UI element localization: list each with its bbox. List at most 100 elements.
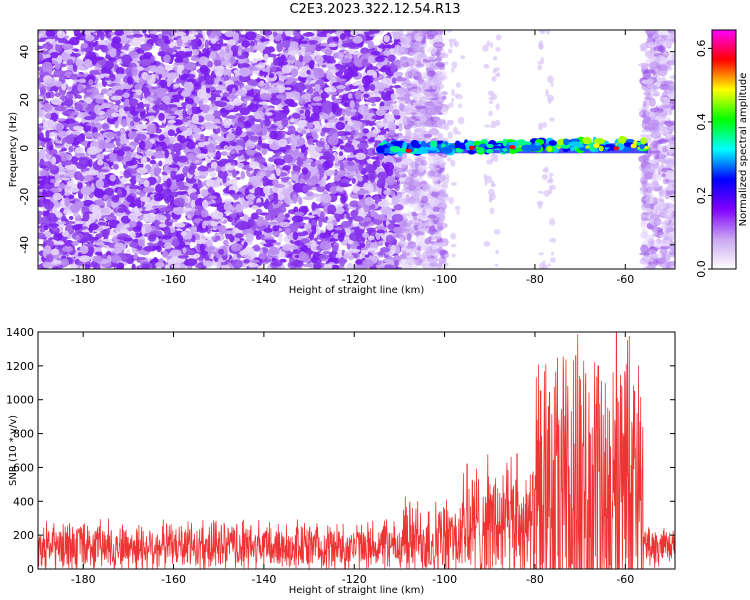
heatmap-speckle [415, 177, 424, 182]
heatmap-speckle [349, 100, 356, 110]
heatmap-speckle [100, 88, 109, 95]
heatmap-speckle [98, 31, 103, 35]
heatmap-speckle [247, 263, 259, 268]
heatmap-speckle [293, 211, 305, 217]
heatmap-speckle [193, 175, 201, 180]
heatmap-speckle [191, 49, 200, 56]
heatmap-speckle [405, 252, 411, 256]
heatmap-speckle [437, 90, 443, 98]
heatmap-speckle [147, 34, 152, 38]
heatmap-speckle [394, 76, 407, 82]
heatmap-speckle [271, 257, 276, 262]
heatmap-speckle [223, 239, 229, 246]
heatmap-speckle [408, 197, 421, 205]
heatmap-speckle [173, 83, 180, 88]
heatmap-speckle [158, 160, 163, 167]
heatmap-speckle [179, 174, 185, 179]
heatmap-speckle [64, 192, 71, 196]
heatmap-speckle [299, 109, 305, 114]
heatmap-speckle [343, 143, 355, 153]
heatmap-speckle [263, 227, 273, 233]
heatmap-speckle [307, 137, 315, 145]
heatmap-speckle [146, 112, 157, 116]
heatmap-speckle [206, 87, 211, 95]
heatmap-speckle [345, 264, 355, 269]
heatmap-speckle [263, 30, 273, 36]
heatmap-speckle [384, 264, 395, 269]
heatmap-cells [38, 30, 675, 269]
heatmap-speckle [119, 139, 130, 144]
heatmap-speckle [38, 108, 43, 115]
heatmap-speckle [170, 30, 176, 37]
heatmap-speckle [439, 52, 449, 59]
heatmap-speckle [245, 127, 252, 132]
heatmap-speckle [221, 120, 233, 126]
heatmap-speckle [194, 264, 203, 268]
heatmap-speckle [132, 30, 137, 36]
heatmap-speckle [351, 130, 356, 136]
heatmap-speckle [97, 191, 107, 196]
heatmap-speckle [398, 174, 405, 178]
heatmap-speckle [349, 232, 360, 242]
heatmap-speckle [130, 231, 136, 239]
heatmap-speckle [60, 258, 70, 268]
heatmap-speckle [322, 251, 332, 255]
heatmap-speckle [120, 30, 133, 35]
heatmap-speckle [379, 247, 390, 253]
heatmap-speckle [422, 120, 434, 126]
heatmap-speckle [393, 203, 404, 211]
heatmap-speckle [407, 258, 415, 264]
heatmap-speckle [94, 94, 105, 99]
heatmap-speckle [253, 118, 264, 122]
heatmap-speckle [94, 242, 105, 246]
heatmap-speckle [39, 170, 51, 176]
heatmap-speckle [440, 91, 448, 96]
heatmap-speckle [259, 164, 265, 170]
heatmap-speckle [85, 261, 91, 265]
heatmap-speckle [236, 220, 249, 231]
heatmap-speckle [258, 101, 268, 105]
heatmap-speckle [51, 61, 59, 65]
heatmap-speckle [259, 93, 272, 101]
heatmap-speckle [249, 259, 260, 264]
heatmap-speckle [282, 165, 291, 171]
heatmap-speckle [375, 56, 385, 63]
heatmap-speckle [432, 206, 440, 213]
heatmap-speckle [369, 83, 376, 92]
heatmap-speckle [224, 115, 237, 119]
heatmap-speckle [334, 227, 343, 231]
heatmap-speckle [140, 43, 153, 51]
heatmap-speckle [292, 194, 298, 204]
heatmap-speckle [436, 222, 444, 232]
heatmap-speckle [383, 50, 391, 57]
heatmap-speckle [255, 234, 261, 240]
heatmap-speckle [152, 105, 159, 111]
heatmap-speckle [124, 98, 130, 107]
heatmap-speckle [405, 229, 416, 234]
heatmap-speckle [273, 196, 279, 205]
heatmap-speckle [246, 199, 254, 206]
heatmap-speckle [167, 129, 175, 137]
heatmap-speckle [272, 154, 279, 158]
heatmap-speckle [208, 109, 214, 115]
heatmap-speckle [145, 116, 157, 120]
heatmap-speckle [42, 102, 52, 113]
heatmap-speckle [343, 101, 349, 108]
heatmap-speckle [191, 133, 202, 138]
heatmap-speckle [252, 70, 259, 75]
heatmap-speckle [276, 42, 283, 53]
heatmap-speckle [252, 230, 263, 236]
heatmap-speckle [401, 250, 407, 255]
heatmap-speckle [240, 170, 246, 180]
heatmap-speckle [298, 197, 303, 206]
heatmap-speckle [115, 177, 120, 185]
heatmap-speckle [404, 96, 411, 105]
heatmap-speckle [170, 249, 182, 257]
heatmap-speckle [101, 123, 109, 130]
heatmap-speckle [304, 103, 309, 108]
heatmap-speckle [128, 41, 141, 47]
heatmap-speckle [293, 221, 306, 227]
heatmap-speckle [174, 222, 186, 228]
heatmap-speckle [243, 259, 250, 264]
heatmap-speckle [142, 187, 155, 193]
